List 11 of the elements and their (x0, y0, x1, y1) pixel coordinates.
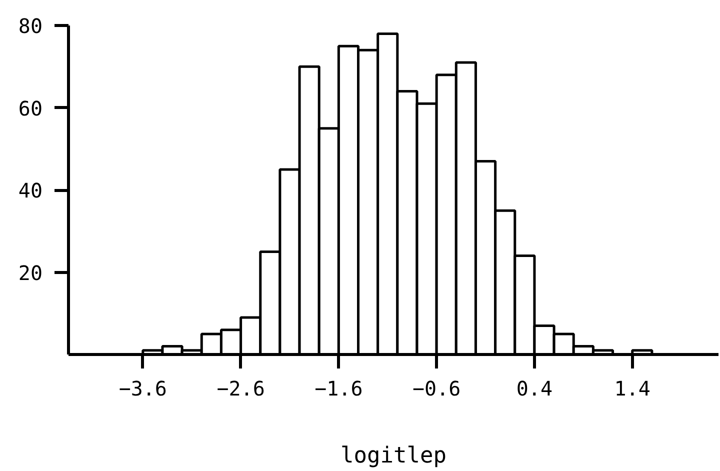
x-tick-label: −0.6 (412, 376, 461, 400)
y-tick-label: 40 (18, 178, 43, 202)
y-tick-label: 80 (18, 14, 43, 38)
y-tick-label: 20 (18, 260, 43, 285)
x-tick-label: 0.4 (516, 376, 553, 400)
x-tick-label: 1.4 (614, 376, 650, 400)
x-axis-title: logitlep (340, 444, 446, 468)
x-tick-label: −1.6 (314, 376, 363, 400)
y-tick-label: 60 (18, 96, 43, 120)
x-tick-label: −2.6 (216, 376, 265, 400)
x-tick-label: −3.6 (118, 376, 167, 400)
